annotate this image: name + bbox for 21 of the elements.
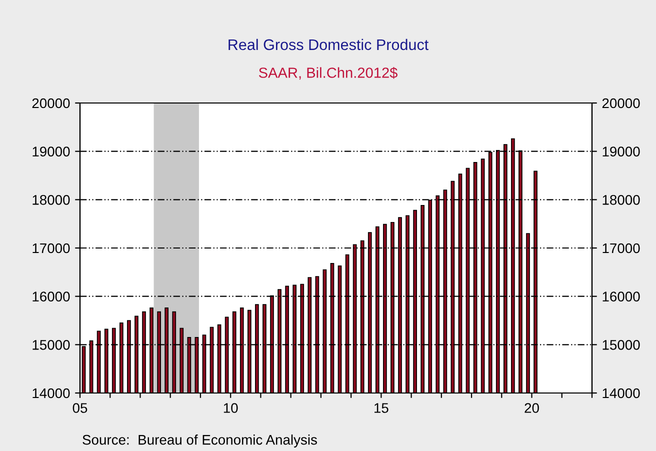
y-tick-label: 20000 — [32, 98, 70, 108]
x-tick-label: 20 — [524, 403, 539, 413]
x-tick-label: 10 — [224, 403, 238, 413]
source-note: Source: Bureau of Economic Analysis — [82, 434, 317, 448]
y2-tick-label: 19000 — [602, 146, 640, 157]
y-tick-label: 19000 — [32, 146, 70, 157]
y-tick-label: 15000 — [32, 340, 70, 350]
y-tick-label: 14000 — [32, 388, 70, 398]
y2-tick-label: 20000 — [602, 98, 640, 108]
chart-title: Real Gross Domestic Product — [228, 38, 429, 50]
y-tick-label: 16000 — [32, 292, 70, 302]
y2-tick-label: 17000 — [602, 243, 640, 254]
chart-subtitle: SAAR, Bil.Chn.2012$ — [258, 66, 398, 80]
y2-tick-label: 14000 — [602, 388, 640, 398]
y-tick-label: 17000 — [32, 243, 70, 254]
y2-tick-label: 15000 — [602, 340, 640, 350]
x-tick-label: 15 — [374, 403, 388, 413]
y-tick-label: 18000 — [32, 195, 70, 205]
y2-tick-label: 16000 — [602, 292, 640, 302]
y2-tick-label: 18000 — [602, 195, 640, 205]
x-tick-label: 05 — [72, 403, 88, 413]
